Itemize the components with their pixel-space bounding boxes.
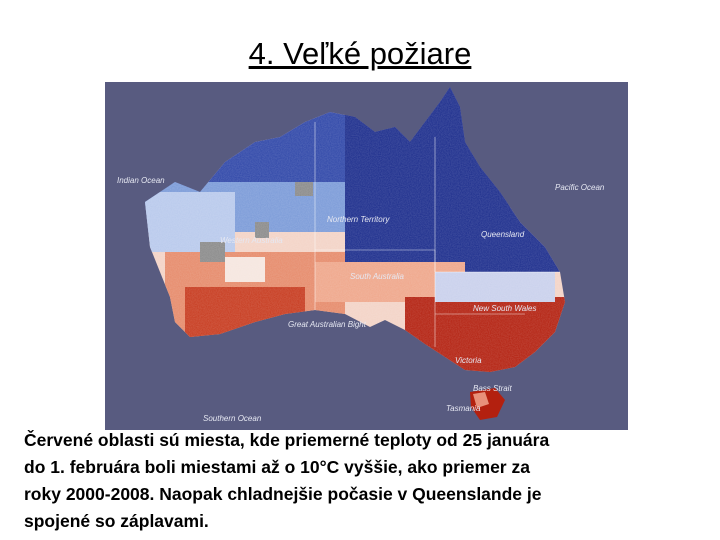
slide-caption: Červené oblasti sú miesta, kde priemerné… <box>24 427 714 535</box>
label-indian-ocean: Indian Ocean <box>117 176 165 185</box>
label-great-australian-bight: Great Australian Bight <box>288 320 366 329</box>
label-bass-strait: Bass Strait <box>473 384 512 393</box>
state-borders <box>314 122 560 347</box>
label-southern-ocean: Southern Ocean <box>203 414 262 423</box>
caption-line: roky 2000-2008. Naopak chladnejšie počas… <box>24 484 542 504</box>
australia-map-graphic <box>145 87 565 420</box>
label-queensland: Queensland <box>481 230 525 239</box>
slide-title: 4. Veľké požiare <box>248 36 472 71</box>
label-south-australia: South Australia <box>350 272 404 281</box>
label-victoria: Victoria <box>455 356 482 365</box>
caption-line: do 1. februára boli miestami až o 10°C v… <box>24 457 530 477</box>
label-northern-territory: Northern Territory <box>327 215 390 224</box>
caption-line: Červené oblasti sú miesta, kde priemerné… <box>24 430 550 450</box>
label-pacific-ocean: Pacific Ocean <box>555 183 605 192</box>
label-western-australia: Western Australia <box>220 236 283 245</box>
label-tasmania: Tasmania <box>446 404 481 413</box>
caption-line: spojené so záplavami. <box>24 511 209 531</box>
land-anomaly-fill <box>145 87 565 372</box>
temperature-anomaly-map: Indian Ocean Pacific Ocean Northern Terr… <box>105 82 628 430</box>
label-new-south-wales: New South Wales <box>473 304 537 313</box>
